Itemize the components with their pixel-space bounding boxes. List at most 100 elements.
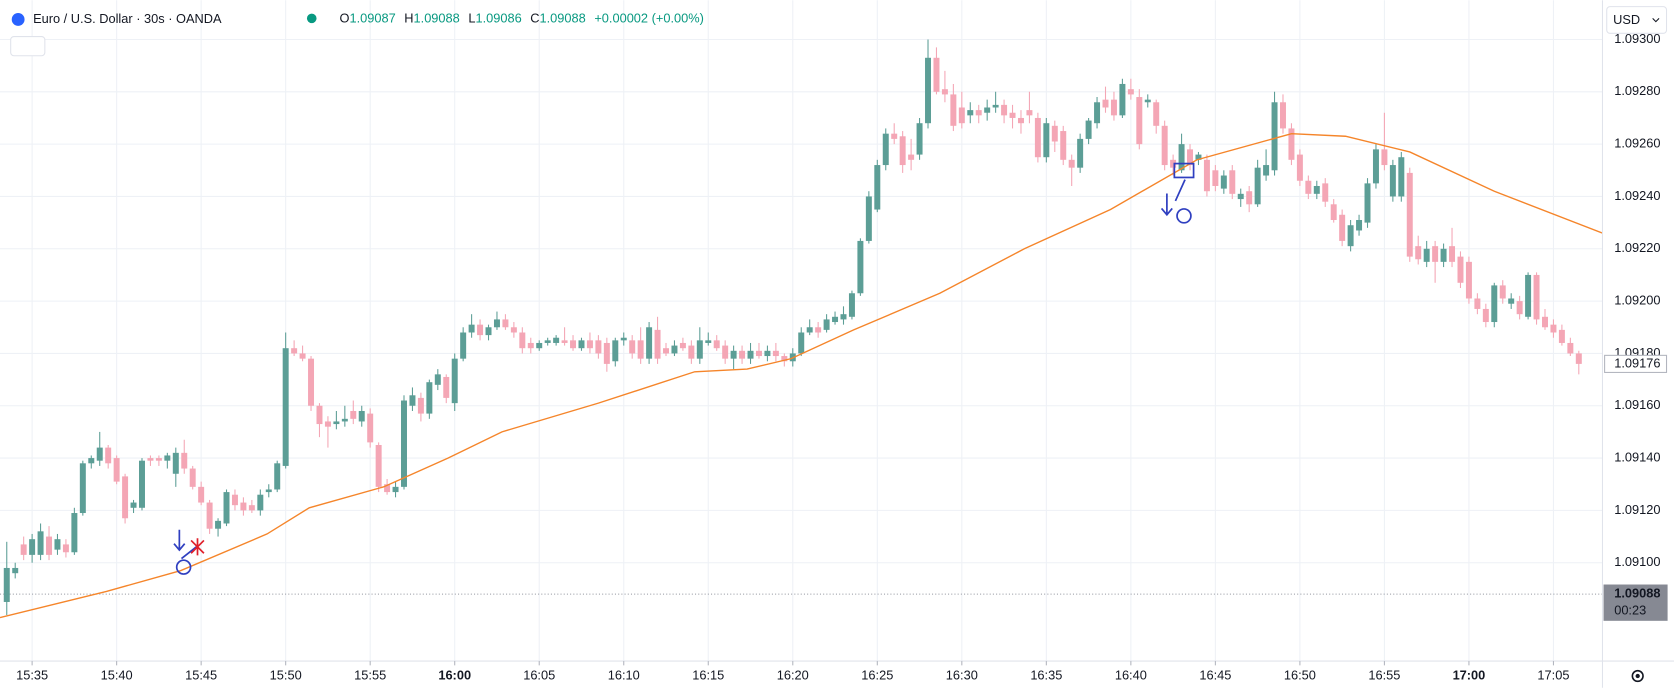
candle-body (823, 319, 830, 330)
y-tick-label: 1.09140 (1614, 449, 1660, 464)
candle-body (113, 458, 120, 482)
candle-body (637, 340, 644, 359)
candle-body (29, 539, 36, 555)
candle-body (105, 447, 112, 464)
y-tick-label: 1.09260 (1614, 136, 1660, 151)
candle-body (781, 356, 788, 362)
candle-body (1313, 185, 1320, 194)
currency-box[interactable] (1606, 6, 1668, 34)
symbol-logo (11, 13, 25, 26)
ohlc-key: C (530, 11, 539, 26)
plot-area (0, 39, 1603, 619)
candle-body (1001, 104, 1008, 116)
currency-label[interactable]: USD (1613, 12, 1640, 27)
candle-body (434, 374, 441, 385)
settings-button[interactable] (1631, 669, 1644, 683)
candle-body (578, 340, 585, 349)
candle-body (1542, 316, 1548, 328)
candle-body (1491, 285, 1498, 323)
candle-body (1187, 149, 1194, 166)
x-tick-label: 16:55 (1368, 667, 1400, 682)
candle-body (367, 413, 374, 443)
chevron[interactable] (1652, 18, 1660, 23)
candle-body (231, 494, 238, 506)
circle-marker (1176, 208, 1192, 224)
candle-body (71, 513, 78, 553)
candle-body (1508, 298, 1515, 304)
candle-body (1254, 167, 1261, 205)
status-dot (306, 13, 317, 24)
candle-body (122, 476, 129, 519)
candle-body (308, 358, 315, 406)
currency-button[interactable]: USD (1606, 6, 1668, 34)
candle-body (764, 350, 771, 357)
candle-body (1305, 180, 1312, 194)
y-tick-label: 1.09200 (1614, 292, 1660, 307)
candle-body (891, 133, 898, 139)
candle-body (147, 458, 154, 461)
candle-body (493, 319, 500, 328)
candle-body (832, 316, 839, 323)
candle-body (815, 327, 822, 333)
candle-body (1229, 170, 1236, 194)
y-tick-label: 1.09280 (1614, 83, 1660, 98)
candle-body (172, 452, 179, 474)
candle-body (1347, 225, 1354, 247)
candle-body (181, 452, 188, 469)
candle-body (840, 314, 847, 320)
candle-body (1372, 149, 1379, 184)
candle-body (848, 293, 855, 317)
x-tick-label: 16:35 (1030, 667, 1062, 682)
x-tick-label: 16:40 (1115, 667, 1147, 682)
candle-body (46, 536, 53, 555)
legend-header: Euro / U.S. Dollar · 30s · OANDA O1.0908… (10, 11, 704, 57)
candle-body (688, 345, 695, 359)
candle-body (1440, 248, 1447, 262)
y-tick-label: 1.09120 (1614, 502, 1660, 517)
candle-body (1136, 97, 1143, 145)
ohlc-value: 1.09088 (414, 11, 460, 26)
candle-body (722, 345, 729, 359)
ohlc-key: H (404, 11, 413, 26)
last-price-label: 1.09176 (1614, 355, 1660, 370)
candle-body (324, 421, 331, 427)
candle-body (646, 327, 653, 359)
candle-body (198, 486, 205, 503)
candle-body (426, 382, 433, 414)
candle-body (654, 329, 661, 359)
candle-body (485, 327, 492, 336)
y-tick-label: 1.09220 (1614, 240, 1660, 255)
candle-body (1212, 170, 1219, 186)
axes: 1.091001.091201.091401.091601.091801.092… (16, 31, 1668, 682)
candle-body (950, 94, 957, 126)
candle-body (20, 544, 27, 555)
gear-center[interactable] (1635, 673, 1640, 679)
candle-body (443, 376, 450, 398)
candle-body (1550, 324, 1557, 333)
candle-body (206, 502, 213, 529)
candle-body (967, 110, 974, 116)
symbol-title: Euro / U.S. Dollar · 30s · OANDA (33, 11, 222, 26)
x-tick-label: 15:45 (185, 667, 217, 682)
candle-body (865, 196, 872, 241)
candle-body (1567, 342, 1574, 354)
candle-body (316, 405, 323, 425)
candle-body (96, 447, 103, 461)
candle-body (502, 319, 509, 328)
candle-body (536, 342, 543, 349)
candle-body (409, 395, 416, 406)
candle-body (696, 340, 703, 359)
collapse-button[interactable] (10, 35, 46, 57)
candle-body (1043, 123, 1050, 158)
gear-icon[interactable] (1631, 669, 1644, 683)
y-tick-label: 1.09160 (1614, 397, 1660, 412)
candle-body (899, 136, 906, 166)
candle-body (139, 460, 145, 508)
box-marker (1173, 162, 1195, 179)
x-tick-label: 17:05 (1537, 667, 1569, 682)
candle-body (1110, 99, 1117, 116)
candle-body (1474, 298, 1481, 309)
candle-body (874, 165, 881, 210)
